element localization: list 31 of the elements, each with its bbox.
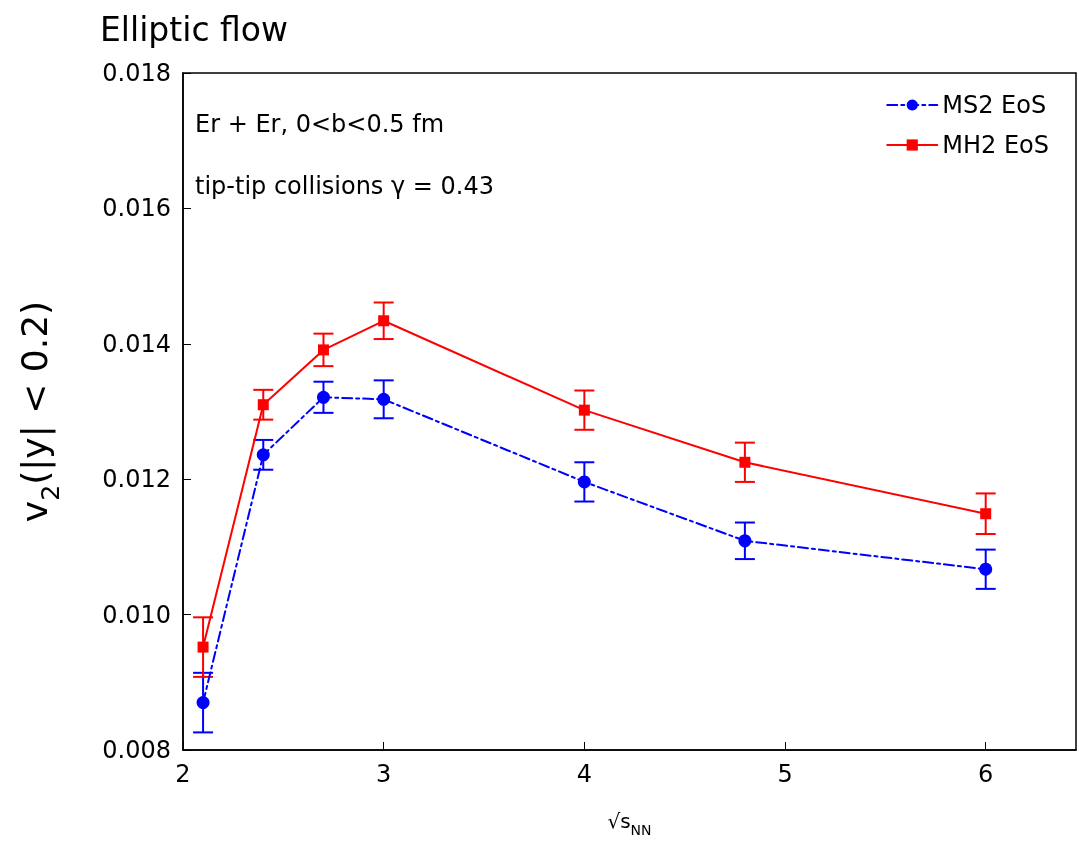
- x-tick-label: 5: [777, 760, 793, 788]
- point: [316, 390, 330, 404]
- point: [578, 404, 590, 416]
- point: [979, 562, 993, 576]
- point: [377, 392, 391, 406]
- x-tick-label: 4: [576, 760, 592, 788]
- x-tick-label: 3: [376, 760, 392, 788]
- point: [257, 399, 269, 411]
- point: [738, 534, 752, 548]
- y-tick-label: 0.008: [102, 736, 171, 764]
- point: [196, 696, 210, 710]
- legend-label: MS2 EoS: [942, 91, 1047, 119]
- point: [980, 508, 992, 520]
- point: [317, 344, 329, 356]
- annotation: tip-tip collisions γ = 0.43: [195, 172, 495, 200]
- y-tick-label: 0.014: [102, 329, 171, 358]
- legend-label: MH2 EoS: [942, 131, 1049, 159]
- point: [256, 448, 270, 462]
- y-tick-label: 0.016: [102, 194, 171, 223]
- point: [197, 641, 209, 653]
- y-tick-label: 0.012: [102, 465, 171, 494]
- point: [378, 315, 390, 327]
- y-tick-label: 0.018: [102, 59, 171, 87]
- point: [739, 456, 751, 468]
- x-tick-label: 6: [978, 760, 994, 788]
- y-axis-title: v2(|y| < 0.2): [13, 300, 65, 523]
- x-tick-label: 2: [175, 760, 191, 788]
- point: [577, 475, 591, 489]
- chart-title: Elliptic flow: [100, 10, 289, 49]
- y-tick-label: 0.010: [102, 600, 171, 629]
- annotation: Er + Er, 0<b<0.5 fm: [195, 110, 445, 138]
